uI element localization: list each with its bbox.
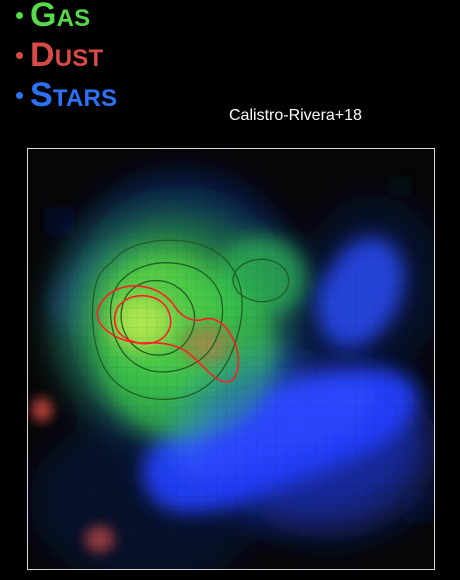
- legend-label-gas: Gas: [30, 0, 91, 34]
- galaxy-image-panel: [27, 148, 435, 570]
- dust-contours: [96, 285, 240, 383]
- gas-contours: [91, 239, 290, 400]
- legend-label-dust: Dust: [30, 36, 104, 74]
- legend-item-stars: Stars: [16, 77, 117, 113]
- legend-label-stars: Stars: [30, 76, 118, 114]
- galaxy-composite-image: [28, 149, 434, 569]
- legend-item-dust: Dust: [16, 37, 103, 73]
- bullet-icon: [16, 11, 23, 19]
- image-artifacts: [43, 176, 434, 524]
- citation-label: Calistro-Rivera+18: [229, 107, 362, 124]
- bullet-icon: [16, 51, 23, 59]
- bullet-icon: [16, 91, 23, 99]
- legend-item-gas: Gas: [16, 0, 90, 33]
